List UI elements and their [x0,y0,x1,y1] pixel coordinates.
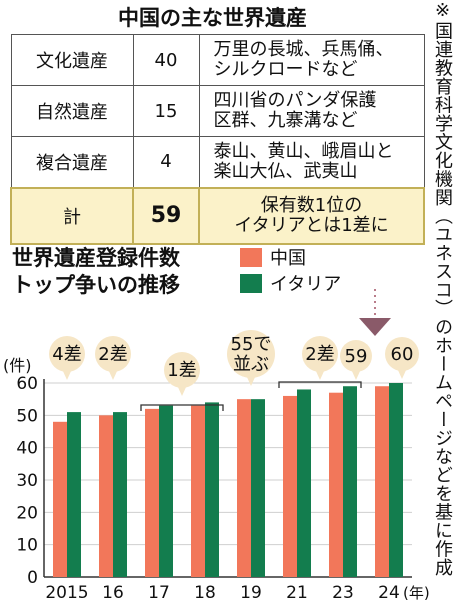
y-tick-label: 20 [16,503,38,523]
value-annotation-label: 60 [391,344,414,365]
diff-annotation-label: 4差 [52,344,81,365]
heritage-type: 文化遺産 [10,34,134,86]
bar-italy [205,402,219,577]
bar-china [329,392,343,577]
x-tick-label: 16 [102,583,124,603]
diff-annotation-bubble [302,336,338,372]
x-tick-label: 21 [286,583,308,603]
diff-annotation-pointer [246,375,256,386]
legend-item-china: 中国 [240,244,341,270]
total-note-line: 保有数1位の [260,194,363,216]
source-note: ※国連教育科学文化機関（ユネスコ）のホームページなどを基に作成 [432,0,453,577]
value-annotation-pointer [351,369,361,380]
x-tick-label: 18 [194,583,216,603]
examples-line: 楽山大仏、武夷山 [213,160,358,182]
legend-label: イタリア [270,274,342,295]
heritage-type: 複合遺産 [10,136,134,188]
x-tick-label: 19 [240,583,262,603]
diff-annotation-label: 2差 [305,344,334,365]
x-tick-label: 24 [378,583,400,603]
diff-annotation-bubble [164,352,200,388]
table-row: 複合遺産 4 泰山、黄山、峨眉山と 楽山大仏、武夷山 [10,136,425,188]
legend-swatch-china [240,247,262,267]
heritage-count: 4 [132,136,200,188]
group-bracket [278,381,362,388]
bar-china [237,399,251,577]
total-note: 保有数1位の イタリアとは1差に [198,186,425,245]
chart-legend: 中国 イタリア [240,244,341,296]
y-tick-label: 60 [16,374,38,394]
bar-italy [389,383,403,577]
heritage-count: 40 [132,34,200,86]
bar-italy [67,412,81,577]
legend-swatch-italy [240,273,262,293]
group-bracket [140,404,224,411]
diff-annotation-label: 55で [231,334,272,355]
world-heritage-table: 文化遺産 40 万里の長城、兵馬俑、 シルクロードなど 自然遺産 15 四川省の… [10,34,425,245]
heritage-examples: 万里の長城、兵馬俑、 シルクロードなど [198,34,425,86]
bar-china [191,405,205,577]
diff-annotation-pointer [315,369,325,380]
y-tick-label: 10 [16,536,38,556]
table-total-row: 計 59 保有数1位の イタリアとは1差に [10,186,425,245]
bar-china [145,408,159,577]
heritage-examples: 泰山、黄山、峨眉山と 楽山大仏、武夷山 [198,136,425,188]
diff-annotation-bubble [227,330,275,378]
bar-china [375,386,389,577]
value-annotation-label: 59 [345,346,368,367]
diff-annotation-pointer [177,385,187,396]
examples-line: 万里の長城、兵馬俑、 [213,39,394,60]
y-tick-label: 0 [27,568,38,588]
bar-italy [297,389,311,577]
table-row: 文化遺産 40 万里の長城、兵馬俑、 シルクロードなど [10,34,425,86]
heritage-count: 15 [132,85,200,137]
diff-annotation-bubble [95,336,131,372]
x-tick-label: 2015 [45,583,88,603]
bar-italy [343,386,357,577]
diff-annotation-bubble [49,336,85,372]
value-annotation-bubble [385,337,419,371]
chart-title-line: トップ争いの推移 [12,273,180,297]
value-annotation-pointer [397,368,407,379]
total-note-line: イタリアとは1差に [234,214,389,236]
bar-italy [159,405,173,577]
examples-line: 泰山、黄山、峨眉山と [213,140,394,162]
table-title: 中国の主な世界遺産 [118,6,307,30]
table-row: 自然遺産 15 四川省のパンダ保護 区群、九寨溝など [10,85,425,137]
total-count: 59 [132,186,200,245]
chart-title-line: 世界遺産登録件数 [12,246,180,270]
bar-china [53,421,67,577]
bar-italy [113,412,127,577]
x-tick-label: 23 [332,583,354,603]
chart-title: 世界遺産登録件数 トップ争いの推移 [12,245,180,299]
diff-annotation-pointer [62,369,72,380]
examples-line: 区群、九寨溝など [213,110,358,131]
legend-label: 中国 [270,248,306,269]
value-annotation-bubble [340,340,372,372]
diff-annotation-pointer [108,369,118,380]
diff-annotation-label: 2差 [98,344,127,365]
legend-item-italy: イタリア [240,270,341,296]
heritage-examples: 四川省のパンダ保護 区群、九寨溝など [198,85,425,137]
examples-line: 四川省のパンダ保護 [213,90,377,111]
y-axis-unit: (件) [3,356,32,375]
y-tick-label: 40 [16,439,38,459]
y-tick-label: 50 [16,406,38,426]
x-tick-label: 17 [148,583,170,603]
connector-arrow-icon [359,318,391,336]
bar-china [283,395,297,577]
y-tick-label: 30 [16,471,38,491]
x-axis-unit: (年) [403,584,430,602]
examples-line: シルクロードなど [213,59,358,80]
heritage-type: 自然遺産 [10,85,134,137]
bar-china [99,415,113,577]
bar-italy [251,399,265,577]
diff-annotation-label: 1差 [167,360,196,381]
diff-annotation-label: 並ぶ [233,354,269,375]
total-label: 計 [10,186,134,245]
